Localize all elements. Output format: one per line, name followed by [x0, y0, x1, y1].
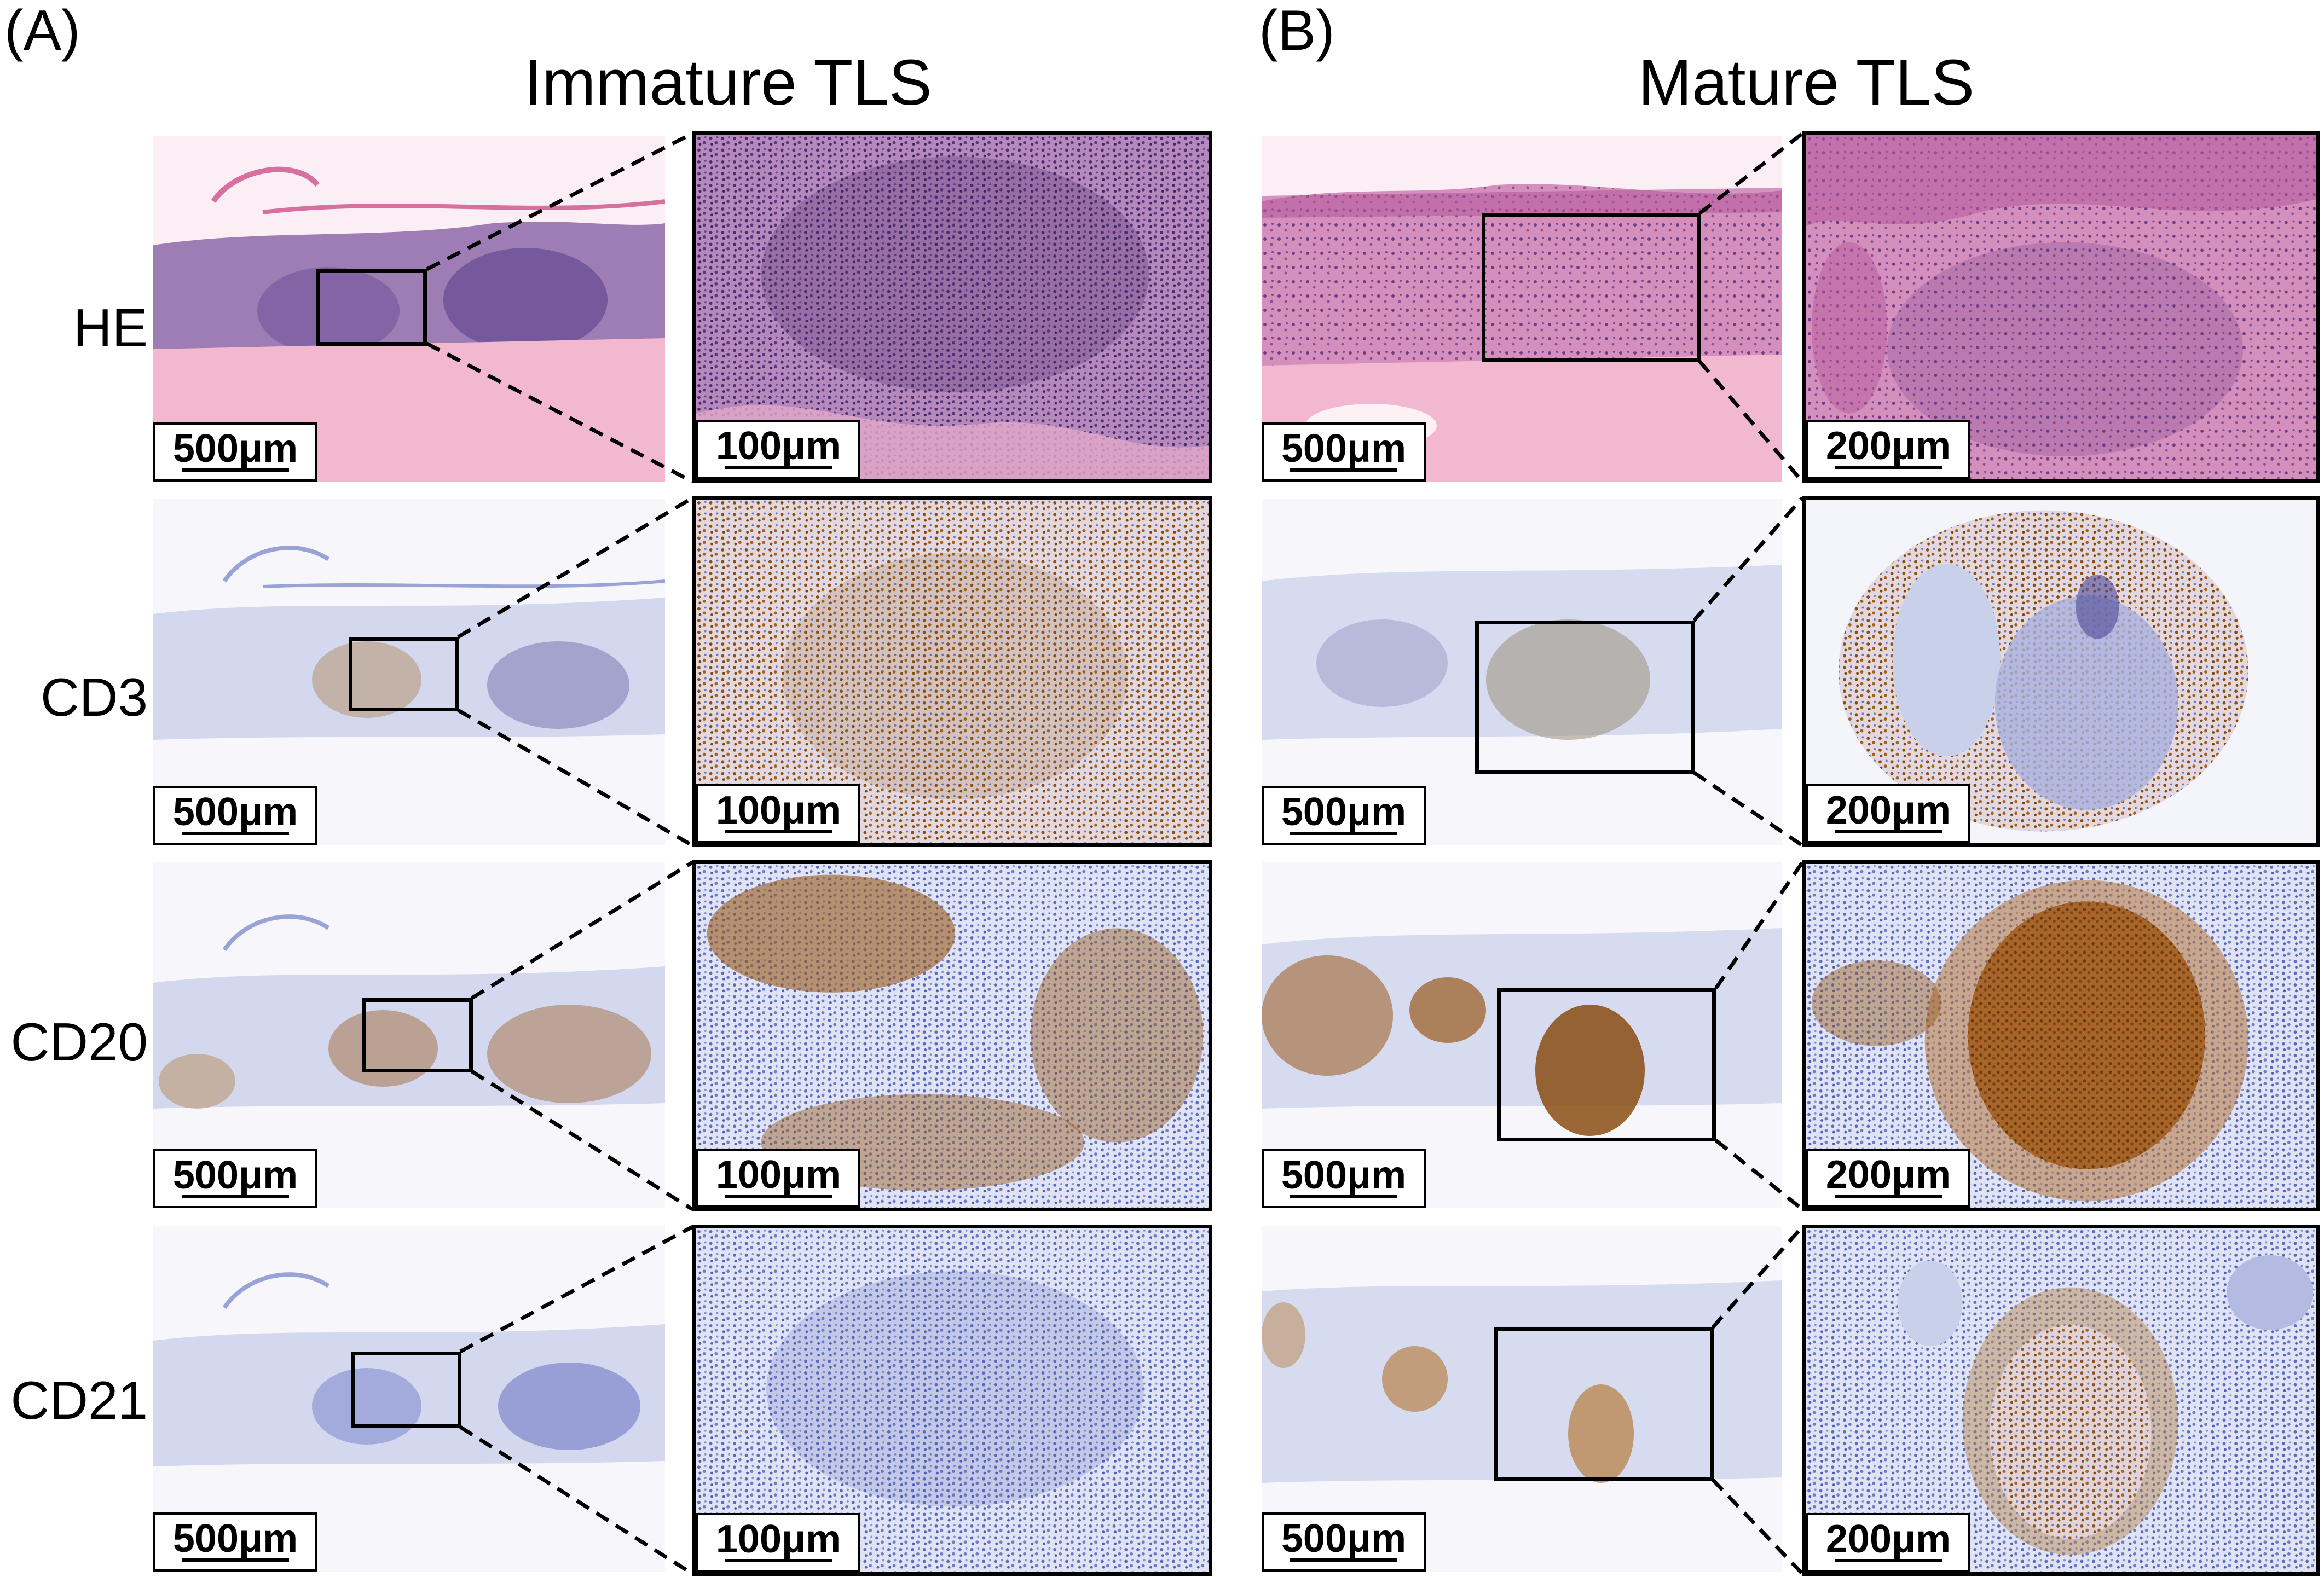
mature-cd20-zoom-image: 200μm	[1802, 860, 2320, 1211]
immature-cd21-zoom-image: 100μm	[692, 1225, 1212, 1576]
mature-cd3-zoom-image: 200μm	[1802, 496, 2320, 847]
roi-box	[351, 1352, 461, 1428]
title-mature-tls: Mature TLS	[1638, 47, 1975, 119]
scale-bar: 200μm	[1806, 1149, 1970, 1208]
immature-he-overview-image: 500μm	[153, 136, 665, 482]
row-label-cd3: CD3	[40, 667, 148, 727]
scale-bar: 200μm	[1806, 420, 1970, 479]
mature-cd20-overview-image: 500μm	[1262, 862, 1782, 1208]
mature-cd3-overview-image: 500μm	[1262, 499, 1782, 845]
row-label-he: HE	[73, 298, 148, 358]
immature-cd20-overview-image: 500μm	[153, 862, 665, 1208]
scale-bar: 500μm	[1262, 1149, 1426, 1208]
scale-bar: 100μm	[696, 420, 860, 479]
row-label-cd20: CD20	[10, 1012, 148, 1072]
roi-box	[1494, 1327, 1714, 1481]
row-label-cd21: CD21	[10, 1370, 148, 1430]
scale-bar: 100μm	[696, 784, 860, 843]
roi-box	[1497, 988, 1716, 1141]
panel-label-b: (B)	[1259, 0, 1335, 62]
immature-cd3-overview-image: 500μm	[153, 499, 665, 845]
scale-bar: 100μm	[696, 1513, 860, 1572]
scale-bar: 500μm	[1262, 422, 1426, 482]
immature-cd20-zoom-image: 100μm	[692, 860, 1212, 1211]
title-immature-tls: Immature TLS	[524, 47, 932, 119]
mature-cd21-overview-image: 500μm	[1262, 1226, 1782, 1572]
scale-bar: 500μm	[153, 1512, 317, 1572]
scale-bar: 500μm	[1262, 1512, 1426, 1572]
mature-he-overview-image: 500μm	[1262, 136, 1782, 482]
scale-bar: 500μm	[153, 422, 317, 482]
immature-cd3-zoom-image: 100μm	[692, 496, 1212, 847]
scale-bar: 500μm	[1262, 786, 1426, 845]
mature-he-zoom-image: 200μm	[1802, 131, 2320, 483]
panel-label-a: (A)	[4, 0, 80, 62]
scale-bar: 200μm	[1806, 1513, 1970, 1572]
roi-box	[1482, 213, 1701, 362]
immature-cd21-overview-image: 500μm	[153, 1226, 665, 1572]
scale-bar: 500μm	[153, 1149, 317, 1208]
scale-bar: 500μm	[153, 786, 317, 845]
roi-box	[349, 637, 459, 711]
mature-cd21-zoom-image: 200μm	[1802, 1225, 2320, 1576]
scale-bar: 200μm	[1806, 784, 1970, 843]
roi-box	[362, 998, 473, 1072]
roi-box	[1475, 621, 1695, 774]
scale-bar: 100μm	[696, 1149, 860, 1208]
immature-he-zoom-image: 100μm	[692, 131, 1212, 483]
roi-box	[316, 269, 427, 346]
